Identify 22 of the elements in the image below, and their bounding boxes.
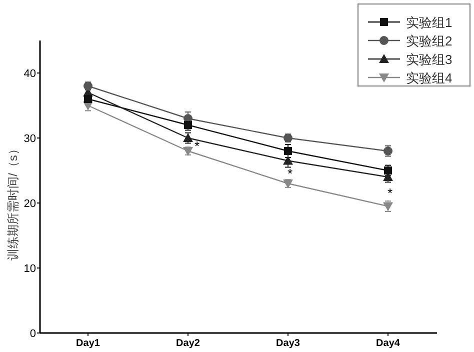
y-tick-label: 0 [30, 328, 36, 340]
y-axis-title: 训练期所需时间/（s） [6, 143, 20, 260]
annotation: * [194, 138, 200, 154]
y-tick-label: 10 [24, 263, 36, 275]
annotation: * [287, 166, 293, 182]
legend-label: 实验组4 [406, 70, 452, 86]
y-tick-label: 20 [24, 198, 36, 210]
point [183, 133, 193, 142]
y-tick-label: 30 [24, 133, 36, 145]
legend-label: 实验组3 [406, 52, 452, 67]
y-tick-label: 40 [24, 68, 36, 80]
x-tick-label: Day2 [176, 338, 200, 349]
point [184, 121, 192, 129]
legend-label: 实验组2 [406, 34, 452, 48]
annotation: * [387, 186, 393, 201]
point [284, 147, 292, 155]
x-tick-label: Day4 [376, 338, 400, 349]
point [84, 95, 92, 103]
point [384, 166, 392, 174]
x-tick-label: Day1 [76, 338, 100, 349]
legend-label: 实验组1 [406, 15, 452, 30]
x-tick-label: Day3 [276, 338, 300, 349]
